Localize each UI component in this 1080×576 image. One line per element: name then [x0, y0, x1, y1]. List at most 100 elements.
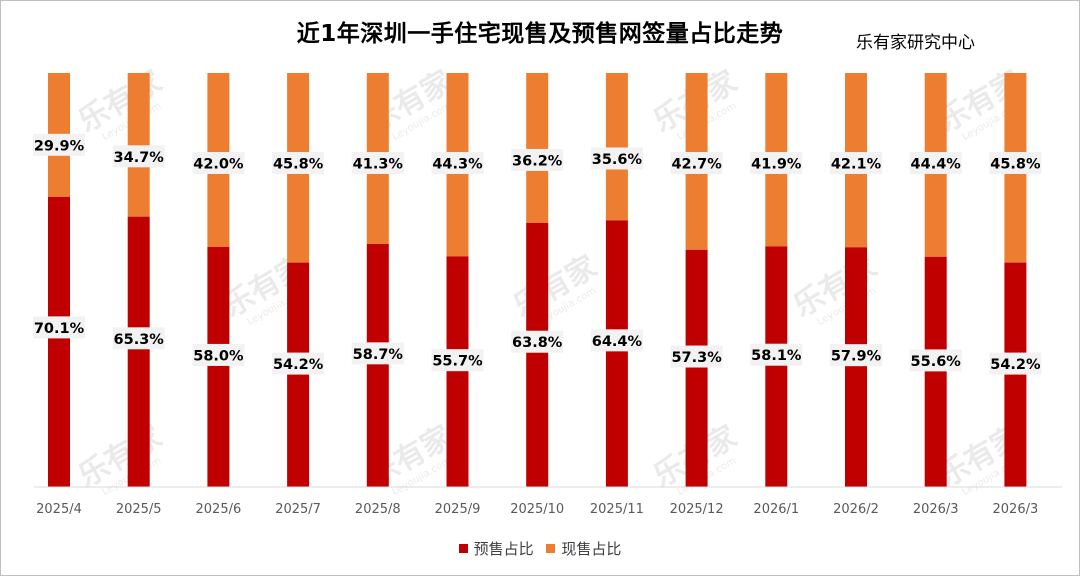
data-label-presale-6: 63.8% [511, 330, 564, 353]
data-label-presale-9: 58.1% [750, 343, 803, 366]
data-label-presale-10-bg [830, 344, 882, 367]
data-label-spot-8: 42.7% [670, 152, 723, 174]
data-label-presale-6-text: 63.8% [512, 335, 563, 351]
legend-item-presale: 预售占比 [458, 538, 534, 559]
data-label-presale-8-text: 57.3% [671, 350, 722, 366]
data-label-presale-4: 58.7% [351, 342, 404, 365]
data-label-presale-9-bg [750, 343, 803, 366]
bar-presale-2 [207, 246, 230, 487]
x-tick-label-12: 2026/3 [993, 502, 1039, 517]
x-tick-label-3: 2025/7 [275, 502, 321, 517]
data-label-presale-10-text: 57.9% [831, 349, 882, 365]
data-label-spot-12: 45.8% [989, 152, 1042, 174]
data-label-spot-6-text: 36.2% [512, 153, 563, 169]
legend-label-presale: 预售占比 [473, 540, 534, 558]
x-tick-label-7: 2025/11 [590, 502, 644, 517]
legend: 预售占比 现售占比 [0, 538, 1080, 559]
data-label-spot-9-text: 41.9% [751, 157, 802, 173]
data-label-spot-7-bg [590, 147, 643, 170]
bar-presale-4 [366, 243, 389, 487]
data-label-presale-11: 55.6% [909, 349, 962, 372]
data-label-spot-6: 36.2% [511, 148, 564, 171]
data-label-presale-0-bg [33, 316, 85, 339]
data-label-spot-10-bg [830, 152, 882, 174]
data-label-presale-3: 54.2% [272, 352, 325, 375]
data-label-presale-4-bg [351, 342, 404, 365]
legend-swatch-presale [458, 544, 468, 553]
data-label-spot-10: 42.1% [830, 152, 882, 174]
data-label-presale-0: 70.1% [33, 316, 85, 339]
data-label-spot-4-text: 41.3% [353, 157, 404, 173]
bar-presale-12 [1004, 262, 1027, 487]
data-label-spot-9-bg [750, 152, 803, 174]
bar-presale-11 [924, 256, 947, 487]
data-label-presale-12-bg [989, 352, 1042, 375]
bar-spot-6 [526, 73, 549, 223]
data-label-presale-6-bg [511, 330, 564, 353]
data-label-presale-4-text: 58.7% [353, 347, 404, 363]
bar-presale-9 [765, 246, 788, 487]
bar-presale-1 [127, 216, 150, 487]
data-label-presale-5-bg [431, 349, 484, 372]
data-label-spot-1-text: 34.7% [114, 150, 165, 166]
bar-presale-6 [526, 222, 549, 488]
data-label-presale-3-text: 54.2% [273, 357, 324, 373]
data-label-presale-5-text: 55.7% [432, 354, 483, 370]
data-label-spot-11-bg [909, 152, 962, 174]
x-tick-label-9: 2026/1 [753, 502, 799, 517]
data-label-spot-3: 45.8% [272, 152, 325, 174]
bar-spot-7 [605, 73, 628, 221]
x-tick-label-4: 2025/8 [355, 502, 401, 517]
data-label-spot-6-bg [511, 148, 564, 171]
bar-presale-7 [605, 220, 628, 487]
data-label-spot-2: 42.0% [192, 152, 245, 174]
x-tick-label-5: 2025/9 [435, 502, 481, 517]
data-label-presale-11-text: 55.6% [911, 354, 962, 370]
data-label-spot-3-text: 45.8% [273, 157, 324, 173]
data-label-spot-5-bg [431, 152, 484, 174]
bar-presale-5 [446, 256, 469, 487]
data-label-presale-8-bg [670, 345, 723, 368]
data-label-spot-4-bg [351, 152, 404, 174]
data-label-presale-2-bg [192, 343, 245, 366]
data-label-spot-7-text: 35.6% [592, 152, 643, 168]
data-label-presale-11-bg [909, 349, 962, 372]
data-label-presale-12-text: 54.2% [990, 357, 1041, 373]
data-label-spot-0: 29.9% [33, 133, 85, 156]
x-tick-label-0: 2025/4 [36, 502, 82, 517]
data-label-spot-0-bg [33, 133, 85, 156]
x-tick-labels: 2025/4 2025/5 2025/6 2025/7 2025/8 2025/9 2025… [36, 502, 1038, 517]
legend-label-spot: 现售占比 [561, 540, 622, 558]
data-label-spot-8-text: 42.7% [671, 157, 722, 173]
data-label-spot-1-bg [112, 145, 165, 168]
data-label-spot-12-bg [989, 152, 1042, 174]
data-label-presale-2: 58.0% [192, 343, 245, 366]
data-label-spot-11-text: 44.4% [911, 157, 962, 173]
data-label-spot-4: 41.3% [351, 152, 404, 174]
data-label-presale-7-text: 64.4% [592, 334, 643, 350]
data-label-presale-9-text: 58.1% [751, 348, 802, 364]
x-tick-label-11: 2026/3 [913, 502, 959, 517]
data-label-presale-8: 57.3% [670, 345, 723, 368]
x-tick-label-6: 2025/10 [510, 502, 564, 517]
data-label-presale-1: 65.3% [112, 327, 165, 350]
chart-title: 近1年深圳一手住宅现售及预售网签量占比走势 [296, 21, 784, 47]
data-label-presale-1-text: 65.3% [114, 332, 165, 348]
data-label-presale-2-text: 58.0% [193, 348, 244, 364]
data-label-spot-2-text: 42.0% [193, 157, 244, 173]
data-label-presale-12: 54.2% [989, 352, 1042, 375]
legend-swatch-spot [546, 544, 556, 553]
x-tick-label-1: 2025/5 [116, 502, 162, 517]
data-label-presale-0-text: 70.1% [34, 321, 85, 337]
source-label: 乐有家研究中心 [856, 33, 975, 53]
data-label-spot-11: 44.4% [909, 152, 962, 174]
data-label-presale-3-bg [272, 352, 325, 375]
data-label-spot-5-text: 44.3% [432, 157, 483, 173]
legend-item-spot: 现售占比 [546, 538, 621, 559]
data-label-spot-9: 41.9% [750, 152, 803, 174]
data-label-presale-7: 64.4% [590, 329, 643, 352]
data-label-presale-5: 55.7% [431, 349, 484, 372]
